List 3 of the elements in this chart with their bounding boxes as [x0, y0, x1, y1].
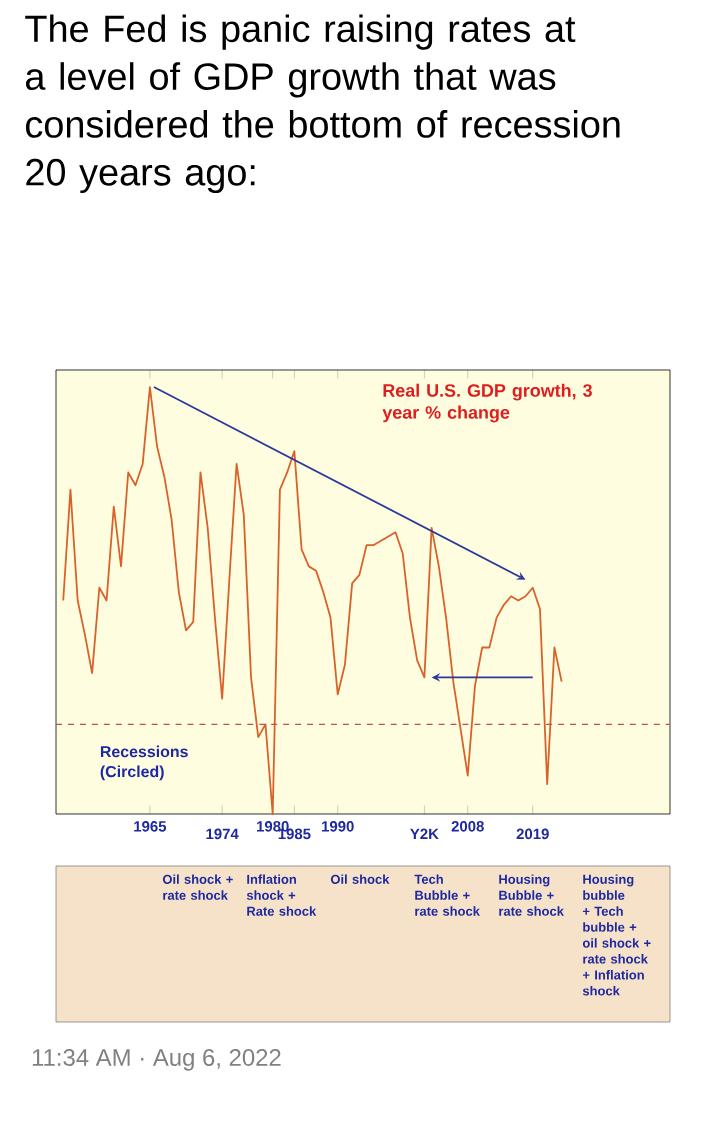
chart-title: The Fed is panic raising rates at a level of GDP growth that was considered the bottom of recession 20 years ago:	[25, 14, 620, 194]
text: 11:34 AM · Aug 6, 2022	[32, 1049, 281, 1071]
chart-subtitle: Real U.S. GDP growth, 3 year % change	[382, 383, 592, 423]
